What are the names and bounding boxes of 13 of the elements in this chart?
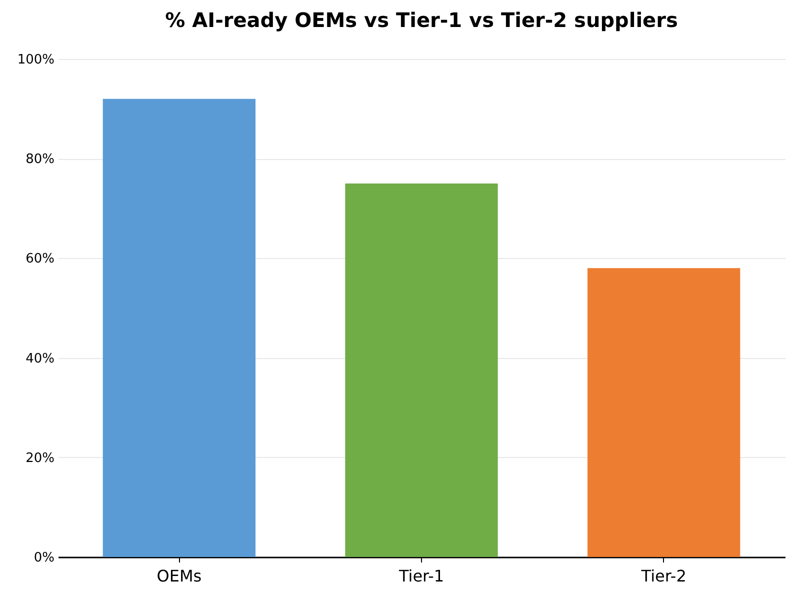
y-tick-label: 60% — [26, 252, 54, 267]
y-tick-label: 80% — [26, 152, 54, 168]
x-tick-label: Tier-1 — [398, 566, 444, 586]
bar — [588, 268, 740, 557]
chart-title: % AI-ready OEMs vs Tier-1 vs Tier-2 suppliers — [165, 8, 678, 32]
bar — [345, 184, 498, 557]
y-tick-label: 0% — [34, 550, 54, 566]
bar — [102, 98, 256, 557]
y-tick-label: 40% — [26, 351, 54, 366]
y-tick-label: 100% — [17, 52, 54, 68]
x-tick-label: OEMs — [156, 566, 202, 586]
x-tick-label: Tier-2 — [640, 566, 686, 586]
y-tick-label: 20% — [26, 450, 54, 466]
